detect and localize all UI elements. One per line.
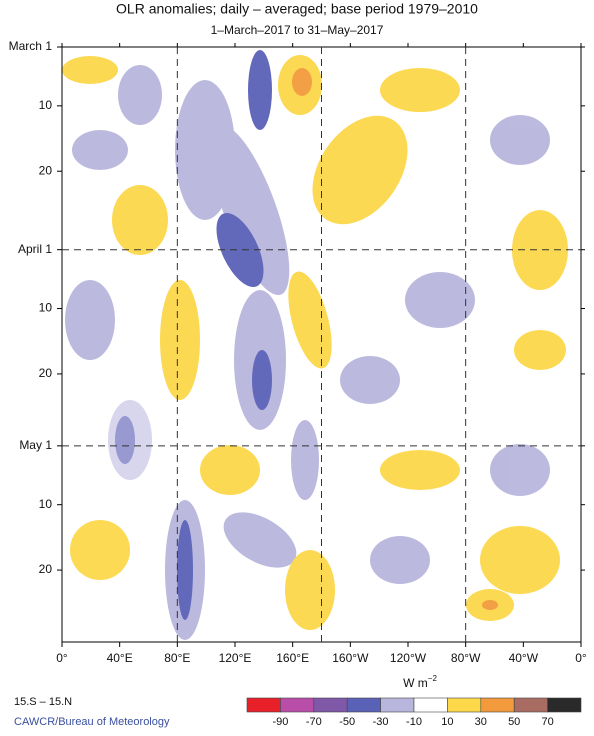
colorbar-label: -30 xyxy=(373,716,389,728)
colorbar-swatch xyxy=(480,697,515,713)
colorbar-swatch xyxy=(246,697,281,713)
y-tick-label: March 1 xyxy=(9,39,53,53)
colorbar-label: 70 xyxy=(541,716,553,728)
colorbar-label: -70 xyxy=(306,716,322,728)
y-tick-label: 20 xyxy=(39,163,53,177)
y-tick-label: 10 xyxy=(39,98,53,112)
y-tick-label: April 1 xyxy=(18,242,52,256)
anomaly-field xyxy=(62,50,568,640)
colorbar-swatch xyxy=(547,697,582,713)
colorbar-label: -10 xyxy=(406,716,422,728)
y-tick-label: 10 xyxy=(39,301,53,315)
units-exponent: −2 xyxy=(428,674,438,683)
units-base: W m xyxy=(403,676,428,690)
x-tick-label: 0° xyxy=(575,651,587,665)
colorbar-swatch xyxy=(413,697,448,713)
x-tick-label: 40°E xyxy=(107,651,133,665)
x-tick-label: 160°E xyxy=(276,651,309,665)
chart-title: OLR anomalies; daily – averaged; base pe… xyxy=(116,1,478,17)
y-tick-label: May 1 xyxy=(19,438,52,452)
x-tick-label: 120°W xyxy=(390,651,427,665)
x-tick-label: 160°W xyxy=(332,651,369,665)
colorbar-swatch xyxy=(313,697,348,713)
colorbar-swatch xyxy=(346,697,381,713)
colorbar-label: 10 xyxy=(441,716,453,728)
x-tick-label: 40°W xyxy=(509,651,539,665)
colorbar-label: -90 xyxy=(272,716,288,728)
x-tick-label: 80°E xyxy=(164,651,190,665)
colorbar-swatch xyxy=(513,697,548,713)
x-tick-label: 120°E xyxy=(219,651,252,665)
y-tick-label: 20 xyxy=(39,562,53,576)
x-tick-label: 0° xyxy=(56,651,68,665)
colorbar-swatch xyxy=(380,697,415,713)
region-label: 15.S – 15.N xyxy=(14,696,72,708)
colorbar-label: -50 xyxy=(339,716,355,728)
y-tick-label: 20 xyxy=(39,366,53,380)
colorbar-swatch xyxy=(447,697,482,713)
colorbar-swatch xyxy=(280,697,315,713)
credit: CAWCR/Bureau of Meteorology xyxy=(14,716,170,728)
colorbar-label: 50 xyxy=(508,716,520,728)
y-tick-label: 10 xyxy=(39,497,53,511)
chart-subtitle: 1–March–2017 to 31–May–2017 xyxy=(211,23,384,37)
colorbar-units: W m−2 xyxy=(403,674,437,690)
colorbar-label: 30 xyxy=(475,716,487,728)
x-tick-label: 80°W xyxy=(451,651,481,665)
